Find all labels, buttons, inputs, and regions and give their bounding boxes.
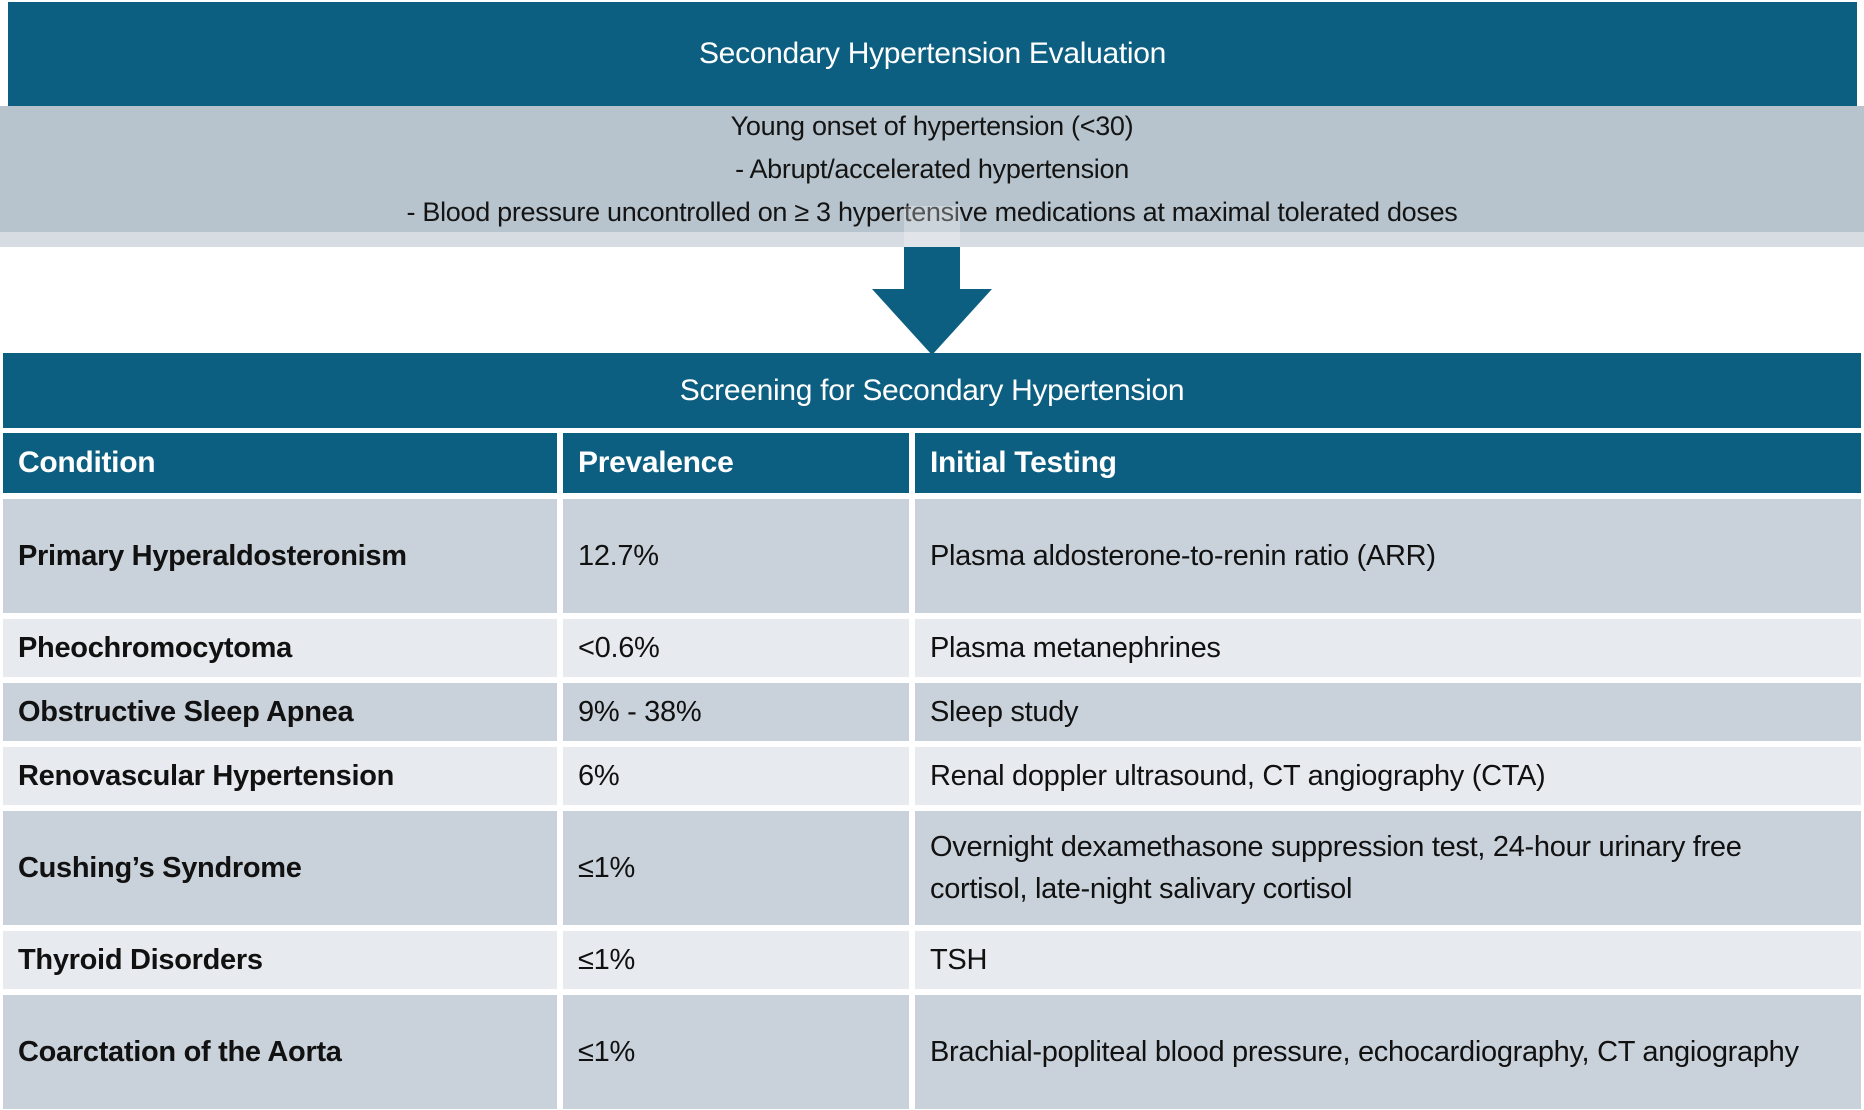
screening-title-bar: Screening for Secondary Hypertension: [3, 353, 1861, 428]
table-row-prevalence: 6%: [563, 747, 909, 805]
criteria-line: Young onset of hypertension (<30): [730, 110, 1134, 141]
table-row-condition: Renovascular Hypertension: [3, 747, 557, 805]
table-row-condition: Cushing’s Syndrome: [3, 811, 557, 925]
evaluation-title-bar: Secondary Hypertension Evaluation: [8, 2, 1857, 106]
criteria-box-bottom-edge: [0, 232, 1864, 247]
screening-title: Screening for Secondary Hypertension: [679, 373, 1185, 407]
table-row-testing: Brachial-popliteal blood pressure, echoc…: [915, 995, 1861, 1109]
table-row-testing: Plasma aldosterone-to-renin ratio (ARR): [915, 499, 1861, 613]
table-row-testing: TSH: [915, 931, 1861, 989]
table-row-prevalence: ≤1%: [563, 811, 909, 925]
table-row-condition: Thyroid Disorders: [3, 931, 557, 989]
down-arrow-head: [872, 289, 992, 355]
column-header-condition: Condition: [3, 433, 557, 493]
table-row-prevalence: ≤1%: [563, 931, 909, 989]
table-row-prevalence: 12.7%: [563, 499, 909, 613]
table-row-prevalence: ≤1%: [563, 995, 909, 1109]
evaluation-title: Secondary Hypertension Evaluation: [698, 37, 1167, 70]
table-row-testing: Overnight dexamethasone suppression test…: [915, 811, 1861, 925]
screening-table: Condition Prevalence Initial Testing Pri…: [3, 433, 1861, 1109]
down-arrow-stem-overlap: [904, 206, 960, 247]
table-row-testing: Renal doppler ultrasound, CT angiography…: [915, 747, 1861, 805]
table-row-condition: Obstructive Sleep Apnea: [3, 683, 557, 741]
table-row-condition: Primary Hyperaldosteronism: [3, 499, 557, 613]
column-header-prevalence: Prevalence: [563, 433, 909, 493]
criteria-line: - Abrupt/accelerated hypertension: [735, 153, 1129, 184]
table-row-condition: Coarctation of the Aorta: [3, 995, 557, 1109]
down-arrow-icon: [904, 247, 960, 289]
table-row-prevalence: 9% - 38%: [563, 683, 909, 741]
table-row-prevalence: <0.6%: [563, 619, 909, 677]
table-row-testing: Plasma metanephrines: [915, 619, 1861, 677]
criteria-line: - Blood pressure uncontrolled on ≥ 3 hyp…: [406, 196, 1458, 227]
criteria-box: Young onset of hypertension (<30) - Abru…: [0, 106, 1864, 232]
table-row-testing: Sleep study: [915, 683, 1861, 741]
column-header-initial-testing: Initial Testing: [915, 433, 1861, 493]
table-row-condition: Pheochromocytoma: [3, 619, 557, 677]
